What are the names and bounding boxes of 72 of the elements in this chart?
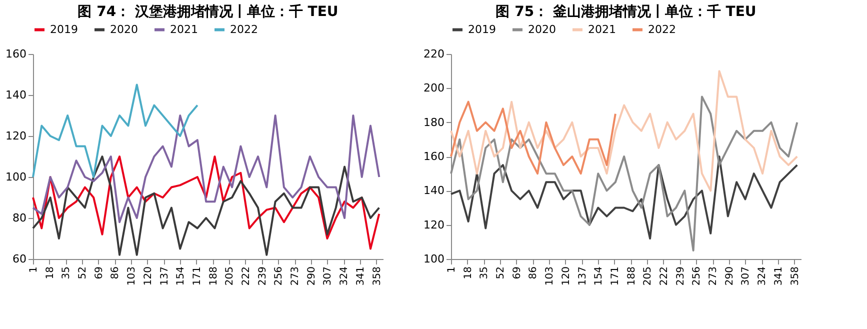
x-tick-label: 69 — [94, 266, 105, 280]
x-tick-label: 86 — [110, 266, 122, 280]
x-tick-label: 239 — [675, 266, 686, 286]
y-tick-label: 100 — [6, 170, 26, 184]
x-tick-label: 86 — [528, 266, 540, 280]
y-tick-label: 120 — [6, 130, 26, 142]
x-tick-label: 154 — [594, 266, 605, 286]
y-tick-label: 60 — [12, 252, 26, 266]
x-tick-label: 239 — [257, 266, 268, 286]
x-tick-label: 256 — [274, 266, 285, 286]
x-tick-label: 205 — [642, 266, 654, 286]
x-tick-label: 137 — [159, 266, 170, 286]
x-tick-label: 358 — [372, 266, 383, 286]
y-tick-label: 180 — [424, 116, 444, 129]
legend-label: 2020 — [110, 22, 138, 36]
x-tick-label: 52 — [78, 266, 89, 280]
x-tick-label: 188 — [208, 266, 220, 286]
x-tick-label: 188 — [626, 266, 638, 286]
x-tick-label: 171 — [192, 266, 203, 286]
x-tick-label: 18 — [462, 266, 474, 280]
y-tick-label: 140 — [6, 88, 26, 102]
x-tick-label: 307 — [322, 266, 334, 286]
x-tick-label: 1 — [446, 266, 458, 273]
line-series — [450, 100, 616, 175]
legend-label: 2022 — [648, 22, 676, 36]
x-tick-label: 137 — [577, 266, 588, 286]
x-tick-label: 341 — [773, 266, 784, 286]
legend-label: 2021 — [170, 22, 198, 36]
x-tick-label: 171 — [610, 266, 621, 286]
x-tick-label: 120 — [142, 266, 154, 286]
y-tick-label: 160 — [424, 150, 444, 163]
x-tick-label: 290 — [306, 266, 318, 286]
y-tick-label: 220 — [424, 48, 444, 60]
y-tick-label: 100 — [424, 252, 444, 266]
legend-label: 2021 — [588, 22, 616, 36]
x-tick-label: 103 — [544, 266, 556, 286]
y-tick-label: 160 — [6, 48, 26, 60]
chart-title: 图 75： 釜山港拥堵情况丨单位：千 TEU — [496, 3, 756, 20]
x-tick-label: 18 — [44, 266, 56, 280]
x-tick-label: 205 — [224, 266, 236, 286]
legend-label: 2019 — [50, 22, 78, 36]
x-tick-label: 35 — [61, 266, 72, 280]
legend-label: 2020 — [528, 22, 556, 36]
x-tick-label: 1 — [28, 266, 40, 273]
x-tick-label: 324 — [757, 266, 768, 286]
line-series — [450, 156, 798, 240]
y-tick-label: 140 — [424, 184, 444, 198]
x-tick-label: 358 — [790, 266, 801, 286]
line-series — [32, 114, 380, 224]
legend-label: 2022 — [230, 22, 258, 36]
x-tick-label: 154 — [176, 266, 187, 286]
legend-label: 2019 — [468, 22, 496, 36]
y-tick-label: 80 — [12, 212, 26, 224]
x-tick-label: 273 — [290, 266, 302, 286]
x-tick-label: 307 — [740, 266, 752, 286]
x-tick-label: 69 — [512, 266, 523, 280]
x-tick-label: 222 — [659, 266, 670, 286]
x-tick-label: 290 — [724, 266, 736, 286]
x-tick-label: 273 — [708, 266, 720, 286]
x-tick-label: 120 — [560, 266, 572, 286]
y-tick-label: 200 — [424, 82, 444, 95]
y-tick-label: 120 — [424, 218, 444, 232]
x-tick-label: 103 — [126, 266, 138, 286]
x-tick-label: 256 — [692, 266, 703, 286]
x-tick-label: 35 — [479, 266, 490, 280]
x-tick-label: 52 — [496, 266, 507, 280]
line-series — [32, 84, 198, 178]
chart-title: 图 74： 汉堡港拥堵情况丨单位：千 TEU — [78, 3, 338, 20]
x-tick-label: 324 — [339, 266, 350, 286]
line-series — [450, 70, 798, 192]
x-tick-label: 341 — [355, 266, 366, 286]
x-tick-label: 222 — [241, 266, 252, 286]
